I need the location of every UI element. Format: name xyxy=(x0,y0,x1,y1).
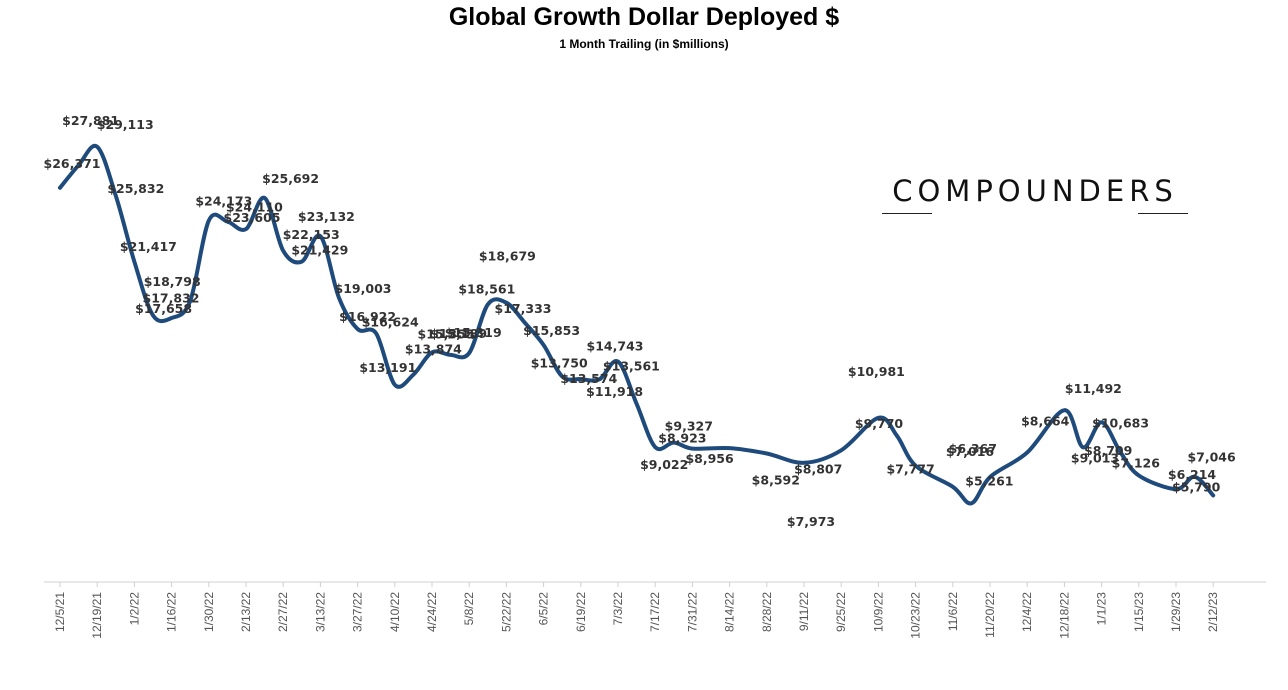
x-tick-label: 6/5/22 xyxy=(537,592,551,626)
data-label: $7,046 xyxy=(1187,450,1236,465)
data-label: $13,574 xyxy=(560,371,617,386)
data-label: $25,692 xyxy=(262,171,319,186)
compounders-logo: COMPOUNDERS xyxy=(880,170,1190,220)
data-label: $15,355 xyxy=(418,326,475,341)
x-tick-label: 5/8/22 xyxy=(462,592,476,626)
x-tick-label: 4/24/22 xyxy=(425,592,439,632)
data-labels: $26,371 $27,881$29,113 $25,832 $21,417 $17,8… xyxy=(44,113,1236,529)
data-label: $11,492 xyxy=(1065,381,1122,396)
data-label: $17,333 xyxy=(495,301,552,316)
data-label: $15,189 xyxy=(430,326,487,341)
data-label: $13,191 xyxy=(359,360,416,375)
data-label: $13,874 xyxy=(405,342,462,357)
x-tick-label: 11/20/22 xyxy=(983,592,997,638)
data-label: $9,770 xyxy=(855,416,904,431)
series-line xyxy=(58,143,1216,506)
data-label: $18,561 xyxy=(458,282,515,297)
data-label: $8,807 xyxy=(794,461,842,476)
data-label: $26,371 xyxy=(44,156,101,171)
x-tick-label: 12/18/22 xyxy=(1057,592,1071,639)
x-tick-label: 7/31/22 xyxy=(685,592,699,632)
x-tick-label: 2/13/22 xyxy=(239,592,253,632)
x-tick-label: 3/27/22 xyxy=(351,592,365,632)
x-tick-label: 1/15/23 xyxy=(1132,592,1146,632)
x-tick-label: 10/9/22 xyxy=(871,592,885,632)
data-label: $16,922 xyxy=(339,309,396,324)
data-label: $22,153 xyxy=(283,227,340,242)
x-tick-label: 9/25/22 xyxy=(834,592,848,632)
x-tick-label: 11/6/22 xyxy=(946,592,960,631)
x-tick-label: 10/23/22 xyxy=(909,592,923,639)
logo-wordmark: COMPOUNDERS xyxy=(892,174,1178,208)
data-label: $24,110 xyxy=(226,200,283,215)
data-label: $29,113 xyxy=(97,117,154,132)
x-tick-label: 7/17/22 xyxy=(648,592,662,632)
x-tick-label: 1/29/23 xyxy=(1169,592,1183,632)
data-label: $9,013 xyxy=(1071,450,1119,465)
data-label: $11,918 xyxy=(586,384,643,399)
data-label: $18,679 xyxy=(479,249,536,264)
data-label: $5,261 xyxy=(965,473,1013,488)
x-tick-label: 2/27/22 xyxy=(276,592,290,632)
data-label: $8,592 xyxy=(752,473,800,488)
data-label: $19,003 xyxy=(335,281,392,296)
data-label: $13,561 xyxy=(603,358,660,373)
data-label: $21,429 xyxy=(291,243,348,258)
data-label: $7,973 xyxy=(787,514,835,529)
x-tick-label: 6/19/22 xyxy=(574,592,588,632)
x-tick-label: 1/16/22 xyxy=(165,592,179,632)
x-tick-label: 5/22/22 xyxy=(499,592,513,632)
x-tick-label: 1/2/22 xyxy=(127,592,141,626)
x-tick-label: 1/30/22 xyxy=(202,592,216,632)
data-label: $5,790 xyxy=(1172,479,1221,494)
x-tick-label: 2/12/23 xyxy=(1206,592,1220,632)
x-tick-label: 4/10/22 xyxy=(388,592,402,632)
data-label: $10,683 xyxy=(1092,415,1149,430)
data-label: $16,624 xyxy=(362,314,419,329)
data-label: $14,743 xyxy=(587,339,644,354)
logo-underline-right xyxy=(1138,213,1188,214)
x-tick-label: 8/14/22 xyxy=(723,592,737,632)
data-label: $23,605 xyxy=(224,210,281,225)
x-tick-label: 12/5/21 xyxy=(53,592,67,632)
data-label: $8,956 xyxy=(685,451,734,466)
x-tick-label: 12/19/21 xyxy=(90,592,104,639)
data-label: $7,016 xyxy=(946,444,995,459)
x-tick-label: 8/28/22 xyxy=(760,592,774,632)
x-tick-label: 3/13/22 xyxy=(313,592,327,632)
data-label: $25,832 xyxy=(107,181,164,196)
data-label: $8,709 xyxy=(1084,443,1132,458)
x-tick-label: 12/4/22 xyxy=(1020,592,1034,632)
data-label: $24,173 xyxy=(195,194,252,209)
data-label: $6,214 xyxy=(1168,467,1217,482)
data-label: $7,777 xyxy=(886,462,934,477)
data-label: $23,132 xyxy=(298,209,355,224)
data-label: $6,367 xyxy=(949,441,997,456)
data-label: $7,126 xyxy=(1112,455,1161,470)
x-axis-ticks: 12/5/21 12/19/21 1/2/22 1/16/22 1/30/22 2/13/… xyxy=(53,582,1220,639)
data-label: $17,658 xyxy=(135,301,192,316)
logo-underline-left xyxy=(882,213,932,214)
data-label: $17,832 xyxy=(143,290,200,305)
x-tick-label: 1/1/23 xyxy=(1095,592,1109,626)
data-label: $18,798 xyxy=(144,274,201,289)
data-label: $15,319 xyxy=(445,325,502,340)
x-tick-label: 9/11/22 xyxy=(797,592,811,631)
chart-title: Global Growth Dollar Deployed $ xyxy=(448,3,840,31)
data-label: $9,022 xyxy=(640,457,688,472)
data-label: $15,853 xyxy=(523,323,580,338)
data-label: $21,417 xyxy=(120,239,177,254)
data-label: $9,327 xyxy=(665,419,713,434)
data-label: $8,664 xyxy=(1021,413,1070,428)
data-label: $13,750 xyxy=(531,355,588,370)
data-label: $27,881 xyxy=(62,113,119,128)
data-label: $8,923 xyxy=(658,431,706,446)
x-tick-label: 7/3/22 xyxy=(611,592,625,626)
chart-subtitle: 1 Month Trailing (in $millions) xyxy=(559,37,729,51)
data-label: $10,981 xyxy=(848,364,905,379)
